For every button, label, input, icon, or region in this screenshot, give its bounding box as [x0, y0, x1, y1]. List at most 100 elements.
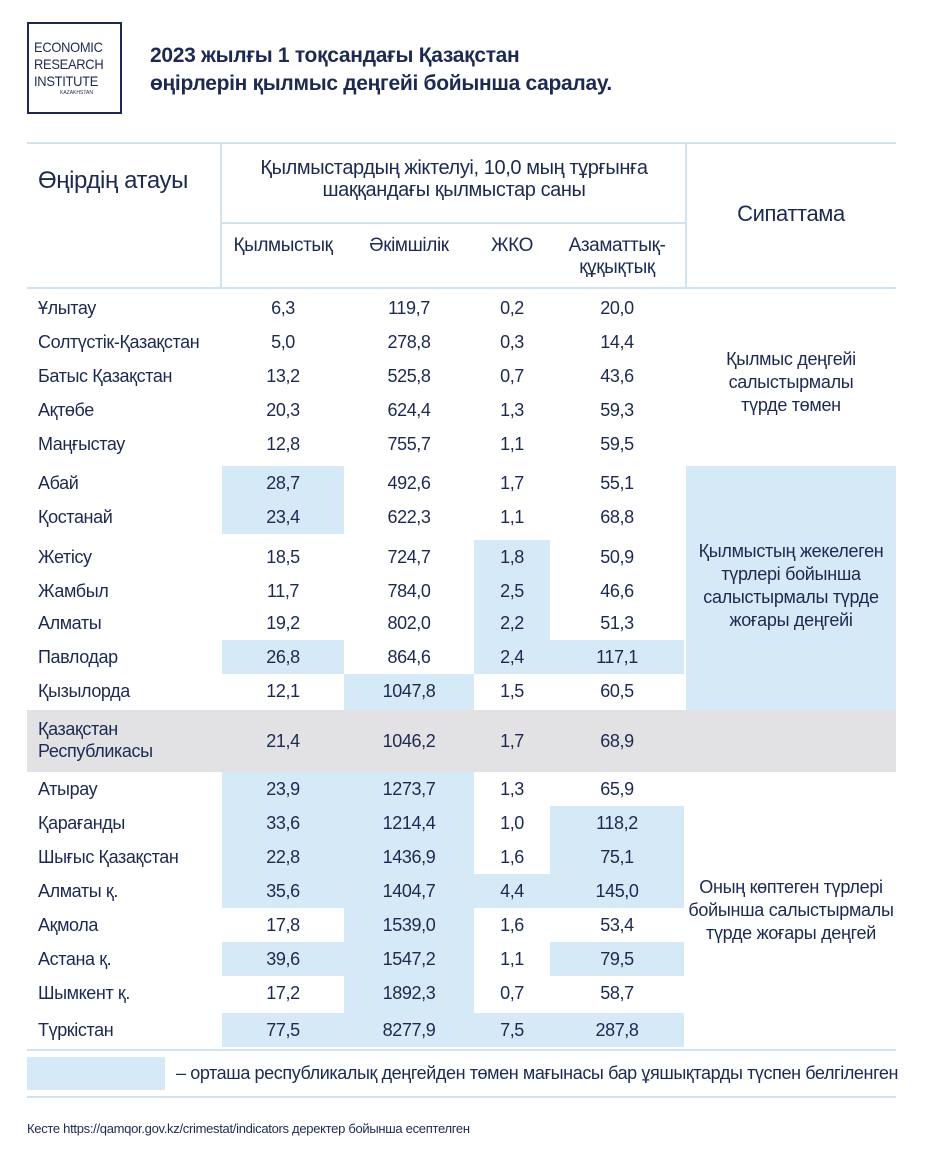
cell-region-name: Атырау — [38, 779, 98, 799]
col-header-civil-line-2: құқықтық — [579, 257, 655, 278]
desc-high-line-2: бойынша салыстырмалы — [688, 900, 894, 920]
legend-text: – орташа республикалық деңгейден төмен м… — [176, 1063, 898, 1083]
cell-jko: 1,6 — [500, 847, 524, 867]
cell-admin: 8277,9 — [382, 1020, 436, 1040]
cell-jko: 7,5 — [500, 1020, 524, 1040]
highlight-cell — [550, 806, 684, 908]
logo-line-3: INSTITUTE — [34, 73, 99, 89]
cell-admin: 624,4 — [387, 400, 431, 420]
cell-region-name: Шығыс Қазақстан — [38, 847, 179, 867]
cell-criminal: 28,7 — [266, 473, 300, 493]
col-header-admin: Әкімшілік — [369, 235, 449, 256]
cell-criminal: 19,2 — [266, 613, 300, 633]
cell-jko: 1,8 — [500, 547, 524, 567]
cell-civil: 14,4 — [600, 332, 634, 352]
cell-civil: 20,0 — [600, 298, 634, 318]
cell-jko: 1,5 — [500, 681, 524, 701]
cell-region-name: Жамбыл — [38, 581, 109, 601]
cell-jko: 0,7 — [500, 366, 524, 386]
cell-jko: 0,2 — [500, 298, 524, 318]
cell-civil: 58,7 — [600, 983, 634, 1003]
title-line-2: өңірлерін қылмыс деңгейі бойынша саралау… — [150, 72, 612, 95]
cell-jko: 1,3 — [500, 779, 524, 799]
highlight-cell — [222, 466, 344, 534]
cell-civil: 118,2 — [596, 813, 638, 833]
desc-low-line-3: түрде төмен — [741, 395, 841, 415]
desc-high-line-1: Оның көптеген түрлері — [699, 877, 883, 897]
cell-criminal: 6,3 — [271, 298, 295, 318]
cell-criminal: 23,9 — [266, 779, 300, 799]
cell-admin: 1046,2 — [382, 731, 436, 751]
desc-mid-line-4: жоғары деңгейі — [729, 610, 853, 630]
cell-jko: 1,3 — [500, 400, 524, 420]
desc-low-line-2: салыстырмалы — [728, 372, 854, 392]
desc-mid-line-3: салыстырмалы түрде — [703, 587, 879, 607]
eri-logo: ECONOMIC RESEARCH INSTITUTE KAZAKHSTAN — [27, 22, 122, 114]
table-row: Қазақстан Республикасы 21,4 1046,2 1,7 68,9 — [0, 710, 925, 772]
cell-civil: 60,5 — [600, 681, 634, 701]
cell-jko: 1,1 — [500, 949, 524, 969]
table-row: Алматы 19,2 802,0 2,2 51,3 — [0, 606, 925, 640]
cell-civil: 59,3 — [600, 400, 634, 420]
cell-jko: 2,2 — [500, 613, 524, 633]
rule-bottom — [27, 1049, 896, 1051]
table-row: Қостанай 23,4 622,3 1,1 68,8 — [0, 500, 925, 534]
highlight-cell — [344, 674, 474, 710]
table-row: Шығыс Қазақстан 22,8 1436,9 1,6 75,1 — [0, 840, 925, 874]
cell-civil: 59,5 — [600, 434, 634, 454]
col-header-civil: Азаматтық- құқықтық — [550, 235, 684, 279]
cell-region-name: Шымкент қ. — [38, 983, 130, 1003]
cell-criminal: 33,6 — [266, 813, 300, 833]
table-row: Абай 28,7 492,6 1,7 55,1 — [0, 466, 925, 500]
cell-civil: 50,9 — [600, 547, 634, 567]
legend-swatch — [27, 1057, 165, 1090]
col-header-region: Өңірдің атауы — [38, 167, 188, 194]
highlight-cell — [474, 1013, 550, 1047]
table-row: Маңғыстау 12,8 755,7 1,1 59,5 — [0, 427, 925, 461]
highlight-cell — [474, 874, 550, 908]
cell-civil: 43,6 — [600, 366, 634, 386]
cell-jko: 1,7 — [500, 473, 524, 493]
cell-civil: 46,6 — [600, 581, 634, 601]
table-row: Түркістан 77,5 8277,9 7,5 287,8 — [0, 1013, 925, 1047]
cell-admin: 1539,0 — [382, 915, 436, 935]
table-row: Қызылорда 12,1 1047,8 1,5 60,5 — [0, 674, 925, 708]
cell-region-name: Қызылорда — [38, 681, 130, 701]
cell-civil: 287,8 — [595, 1020, 639, 1040]
cell-admin: 1404,7 — [382, 881, 436, 901]
highlight-cell — [344, 772, 474, 1047]
cell-region-name: Алматы — [38, 613, 102, 633]
rule-header-bottom — [27, 287, 896, 289]
cell-admin: 622,3 — [387, 507, 431, 527]
cell-jko: 1,6 — [500, 915, 524, 935]
rule-header-group — [222, 222, 686, 224]
cell-criminal: 11,7 — [266, 581, 300, 601]
cell-criminal: 22,8 — [266, 847, 300, 867]
cell-region-name: Маңғыстау — [38, 434, 125, 454]
cell-jko: 1,7 — [500, 731, 524, 751]
rule-legend-bottom — [27, 1096, 896, 1098]
description-high: Оның көптеген түрлері бойынша салыстырма… — [686, 876, 896, 945]
highlight-cell — [222, 640, 344, 674]
cell-region-name: Алматы қ. — [38, 881, 118, 901]
description-band-mid — [686, 466, 896, 710]
cell-region-name: Павлодар — [38, 647, 118, 667]
table-row: Қарағанды 33,6 1214,4 1,0 118,2 — [0, 806, 925, 840]
description-low: Қылмыс деңгейі салыстырмалы түрде төмен — [686, 348, 896, 417]
table-row: Ақмола 17,8 1539,0 1,6 53,4 — [0, 908, 925, 942]
highlight-cell — [550, 1013, 684, 1047]
total-row-band — [27, 710, 896, 772]
cell-criminal: 12,1 — [266, 681, 300, 701]
desc-mid-line-1: Қылмыстың жекелеген — [698, 541, 884, 561]
cell-criminal: 18,5 — [266, 547, 300, 567]
cell-criminal: 20,3 — [266, 400, 300, 420]
rule-top — [27, 142, 896, 144]
highlight-cell — [222, 942, 344, 976]
cell-jko: 2,5 — [500, 581, 524, 601]
cell-jko: 1,0 — [500, 813, 524, 833]
cell-admin: 864,6 — [387, 647, 431, 667]
logo-line-2: RESEARCH — [34, 56, 104, 72]
highlight-cell — [222, 772, 344, 908]
table-row: Алматы қ. 35,6 1404,7 4,4 145,0 — [0, 874, 925, 908]
cell-region-name: Астана қ. — [38, 949, 112, 969]
